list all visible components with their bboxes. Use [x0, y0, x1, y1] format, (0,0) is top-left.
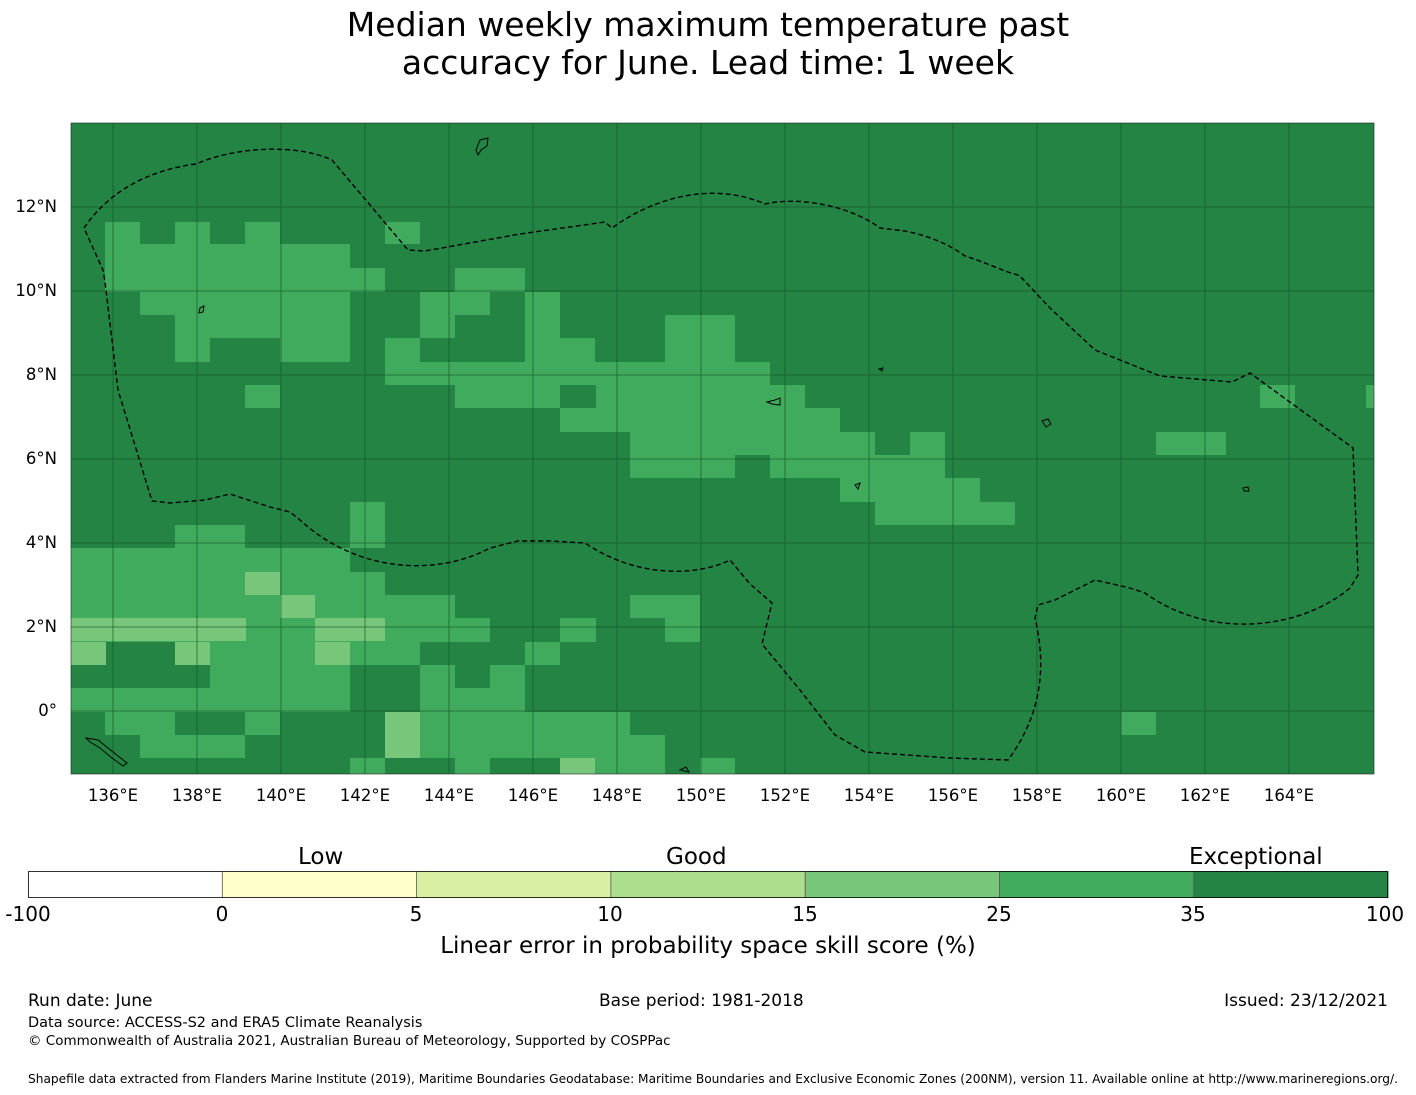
- lon-tick-label: 154°E: [844, 786, 894, 805]
- colorbar-tick: 0: [215, 902, 229, 926]
- skill-patches-15-25: [71, 572, 595, 774]
- colorbar-tick: 5: [409, 902, 423, 926]
- lat-tick-label: 6°N: [26, 449, 57, 468]
- colorbar-tick: 35: [1180, 902, 1206, 926]
- colorbar-tick: 10: [597, 902, 623, 926]
- issued-date: Issued: 23/12/2021: [1224, 991, 1388, 1011]
- island-outline: [84, 737, 128, 767]
- island-outline: [765, 397, 781, 406]
- colorbar-tick: 25: [986, 902, 1012, 926]
- lon-tick-label: 156°E: [928, 786, 978, 805]
- eez-boundary: [83, 148, 1359, 761]
- colorbar-title: Linear error in probability space skill …: [440, 933, 976, 959]
- lon-tick-label: 136°E: [88, 786, 138, 805]
- lat-tick-label: 10°N: [15, 281, 57, 300]
- lat-tick-label: 4°N: [26, 533, 57, 552]
- lon-tick-label: 148°E: [592, 786, 642, 805]
- category-label-good: Good: [666, 844, 727, 870]
- lon-tick-label: 146°E: [508, 786, 558, 805]
- lon-tick-label: 150°E: [676, 786, 726, 805]
- colorbar-swatch: [805, 871, 1000, 898]
- run-date: Run date: June: [28, 991, 153, 1011]
- lon-tick-label: 142°E: [340, 786, 390, 805]
- colorbar-tick: 15: [792, 902, 818, 926]
- skill-patches-dark: [140, 572, 455, 774]
- colorbar-swatch: [1193, 871, 1389, 898]
- island-outline: [1242, 486, 1250, 492]
- base-period: Base period: 1981-2018: [599, 991, 804, 1011]
- skill-map: 12°N 10°N 8°N 6°N 4°N 2°N 0° 136°E 138°E…: [15, 122, 1375, 805]
- lon-tick-label: 158°E: [1012, 786, 1062, 805]
- island-outline: [877, 367, 884, 372]
- lat-tick-label: 12°N: [15, 197, 57, 216]
- lon-tick-labels: 136°E 138°E 140°E 142°E 144°E 146°E 148°…: [88, 786, 1314, 805]
- lon-tick-label: 162°E: [1180, 786, 1230, 805]
- colorbar-swatch: [610, 871, 806, 898]
- category-label-low: Low: [298, 844, 344, 870]
- data-source: Data source: ACCESS-S2 and ERA5 Climate …: [28, 1015, 423, 1031]
- colorbar-swatch: [999, 871, 1195, 898]
- colorbar-tick: 100: [1365, 902, 1405, 926]
- lon-tick-label: 164°E: [1264, 786, 1314, 805]
- island-outlines: [84, 137, 1250, 773]
- colorbar-swatch: [222, 871, 418, 898]
- guam-island-outline: [475, 137, 489, 157]
- colorbar-swatch: [416, 871, 612, 898]
- map-title-line1: Median weekly maximum temperature past: [346, 5, 1070, 44]
- island-outline: [678, 766, 691, 773]
- lat-tick-label: 2°N: [26, 617, 57, 636]
- lon-tick-label: 140°E: [256, 786, 306, 805]
- lon-tick-label: 144°E: [424, 786, 474, 805]
- lon-tick-label: 152°E: [760, 786, 810, 805]
- skill-patches-25-35: [71, 222, 1374, 774]
- island-outline: [1041, 418, 1052, 428]
- colorbar-tick: -100: [5, 902, 51, 926]
- graticule: [71, 123, 1374, 774]
- island-outline: [198, 305, 205, 314]
- lat-tick-label: 0°: [38, 701, 57, 720]
- lat-tick-label: 8°N: [26, 365, 57, 384]
- colorbar-swatch: [28, 871, 223, 898]
- map-title: Median weekly maximum temperature past a…: [0, 6, 1416, 82]
- lat-tick-labels: 12°N 10°N 8°N 6°N 4°N 2°N 0°: [15, 197, 57, 720]
- lon-tick-label: 160°E: [1096, 786, 1146, 805]
- colorbar: [28, 871, 1389, 898]
- map-frame: [70, 122, 1375, 775]
- category-label-exceptional: Exceptional: [1189, 844, 1323, 870]
- copyright: © Commonwealth of Australia 2021, Austra…: [28, 1033, 671, 1049]
- map-title-line2: accuracy for June. Lead time: 1 week: [401, 43, 1015, 82]
- island-outline: [854, 482, 861, 491]
- shapefile-credit: Shapefile data extracted from Flanders M…: [28, 1072, 1399, 1086]
- lon-tick-label: 138°E: [172, 786, 222, 805]
